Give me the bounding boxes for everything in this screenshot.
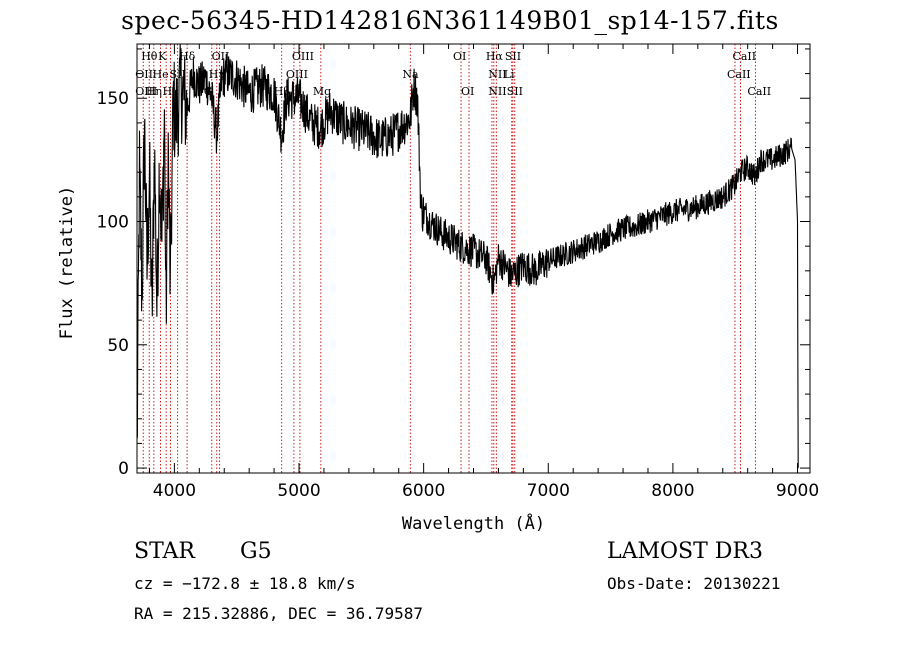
line-label: CaII [747,85,771,98]
x-tick-label: 8000 [651,481,694,501]
line-label: OI [461,85,474,98]
sky-coordinates: RA = 215.32886, DEC = 36.79587 [134,604,423,623]
object-class: STAR [134,539,195,564]
line-label: Hδ [179,50,196,63]
survey-release: LAMOST DR3 [607,539,763,564]
x-tick-label: 6000 [402,481,445,501]
line-label: Hη [146,85,162,98]
line-label: Mg [313,85,331,98]
spectrum-series-line [136,43,799,469]
observation-date: Obs-Date: 20130221 [607,574,781,593]
line-label: Hα [486,50,504,63]
line-label: OII [135,68,153,81]
line-label: OI [453,50,466,63]
chart-title: spec-56345-HD142816N361149B01_sp14-157.f… [121,6,779,35]
y-tick-label: 150 [97,89,129,109]
line-label: Na [402,68,419,81]
line-label: OIII [286,68,308,81]
line-label: SII [505,50,521,63]
y-tick-label: 50 [107,336,129,356]
x-tick-label: 7000 [527,481,570,501]
x-tick-label: 9000 [776,481,819,501]
line-label: OIII [292,50,314,63]
line-label: CaII [732,50,756,63]
line-label: Li [504,68,515,81]
line-label: SII [507,85,523,98]
line-label: OII [212,50,230,63]
y-tick-label: 0 [118,459,129,479]
y-axis-title: Flux (relative) [57,186,77,340]
object-subclass: G5 [240,539,272,564]
line-label: NII [488,68,506,81]
line-label: K [158,50,167,63]
redshift-velocity: cz = −172.8 ± 18.8 km/s [134,574,356,593]
line-label: H [163,85,173,98]
line-label: He [153,68,169,81]
line-label: OIII [135,85,157,98]
reference-lines [142,44,756,473]
x-tick-label: 5000 [277,481,320,501]
line-label: Hθ [141,50,158,63]
x-axis-title: Wavelength (Å) [402,512,545,534]
plot-frame [136,43,811,474]
line-label: NII [488,85,506,98]
x-tick-label: 4000 [153,481,196,501]
axis-ticks: 4000 5000 6000 7000 8000 9000 0 50 100 150 [97,44,819,501]
y-tick-label: 100 [97,213,129,233]
line-label: CaII [727,68,751,81]
